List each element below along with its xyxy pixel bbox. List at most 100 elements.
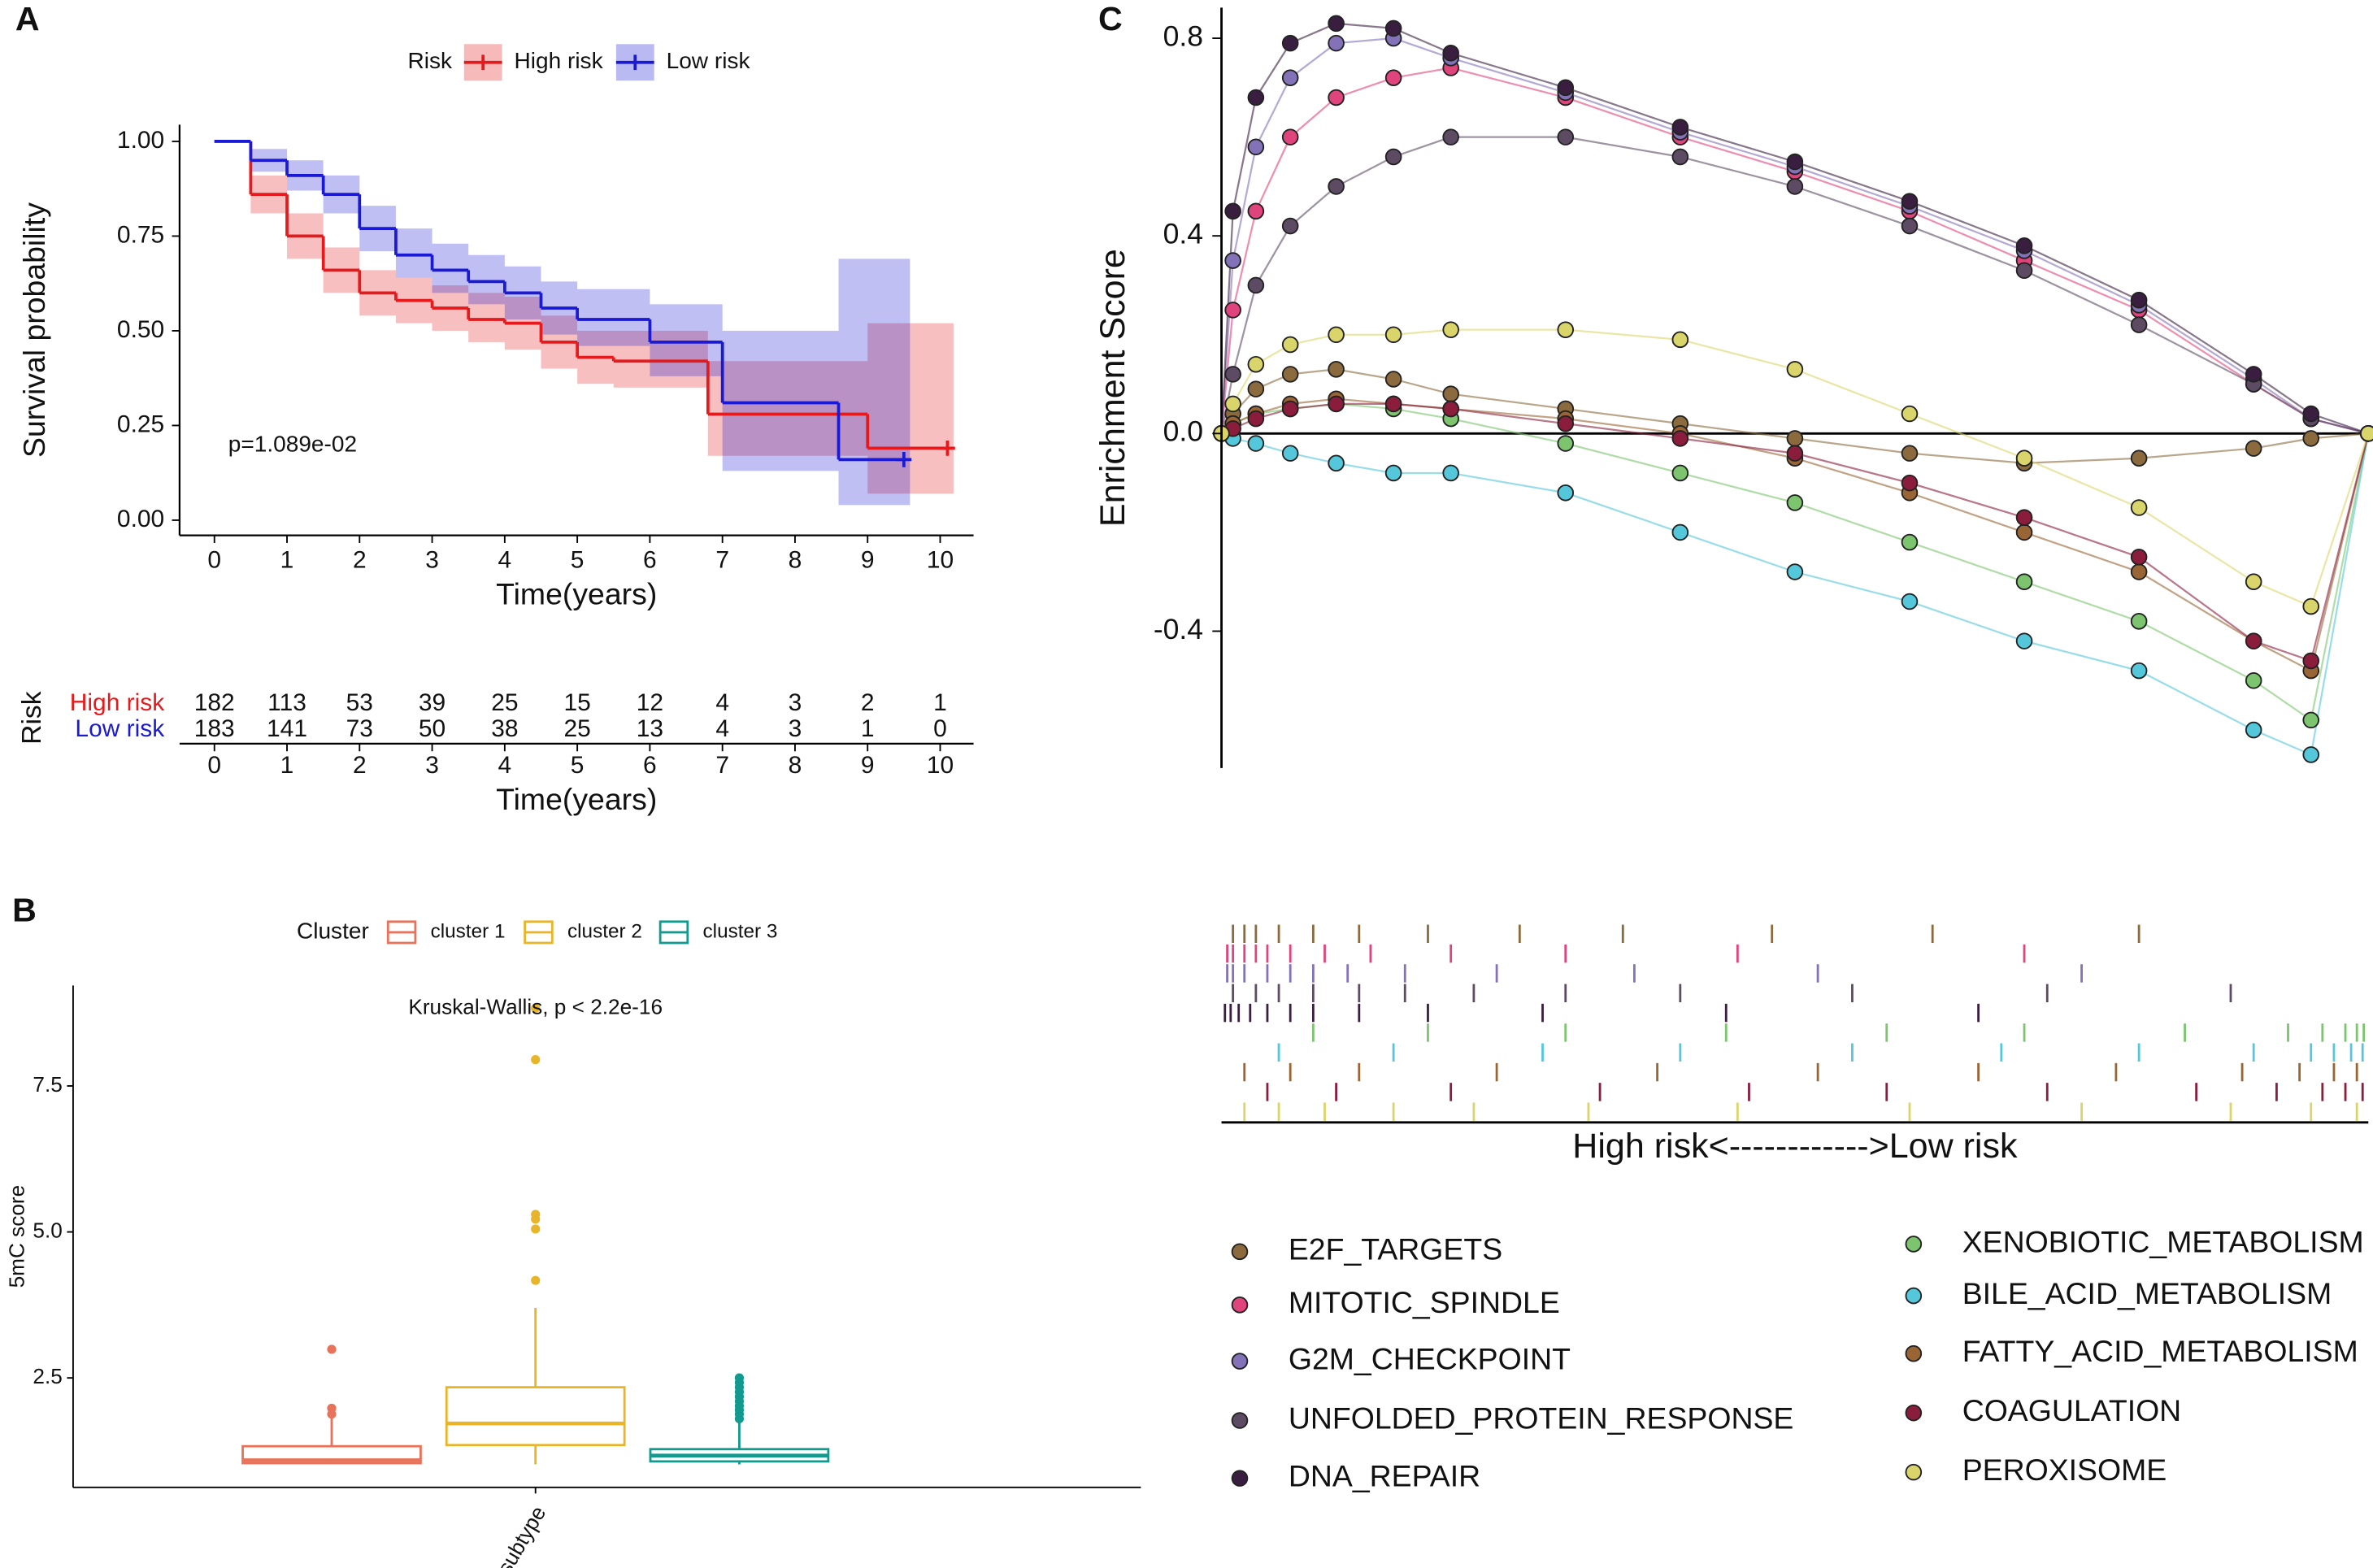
x-tick-label: 5	[571, 752, 585, 779]
ci-band	[650, 304, 723, 376]
legend-line	[615, 54, 654, 71]
risk-count: 13	[637, 715, 663, 742]
es-point	[1247, 202, 1265, 220]
es-point	[1328, 34, 1345, 52]
ci-band	[722, 330, 839, 471]
es-point	[1328, 361, 1345, 378]
risk-count: 38	[491, 715, 518, 742]
x-axis-title: Time(years)	[496, 782, 657, 816]
es-curve	[1220, 328, 2370, 608]
legend-label: FATTY_ACID_METABOLISM	[1962, 1334, 2358, 1368]
y-tick-label: 7.5	[33, 1072, 62, 1097]
y-tick-label: 1.00	[117, 127, 164, 154]
legend-label: E2F_TARGETS	[1289, 1232, 1502, 1266]
es-point	[1328, 178, 1345, 195]
es-point	[1281, 366, 1299, 383]
es-point	[1901, 533, 1919, 551]
x-tick-label: 3	[425, 546, 439, 573]
es-point	[2245, 440, 2262, 457]
es-point	[2130, 549, 2148, 566]
risk-count: 4	[715, 689, 729, 716]
panel-label: C	[1098, 0, 1123, 37]
es-point	[1671, 148, 1689, 166]
es-point	[1442, 400, 1459, 418]
es-curve	[1220, 368, 2369, 464]
risk-count: 3	[789, 715, 802, 742]
ci-band	[577, 289, 650, 346]
outlier	[531, 1210, 541, 1219]
es-point	[1671, 331, 1689, 349]
x-tick-label: 6	[643, 752, 657, 779]
ci-band	[903, 258, 911, 506]
box	[445, 1386, 626, 1447]
es-curve	[1220, 402, 2370, 722]
es-point	[1901, 405, 1919, 423]
es-point	[1281, 34, 1299, 52]
es-point	[1442, 128, 1459, 146]
outlier	[531, 1003, 541, 1014]
ci-band	[468, 254, 505, 305]
es-point	[1901, 474, 1919, 492]
y-tick-label: 0.50	[117, 316, 164, 343]
ci-band	[838, 258, 904, 506]
ci-band	[613, 330, 708, 388]
outlier	[531, 1055, 541, 1065]
es-point	[1384, 148, 1402, 166]
legend-label: DNA_REPAIR	[1289, 1458, 1480, 1492]
es-point	[1247, 435, 1265, 452]
outlier	[531, 1275, 541, 1285]
es-point	[1442, 464, 1459, 482]
es-point	[1384, 69, 1402, 86]
x-axis-title: High risk<------------>Low risk	[1572, 1127, 2018, 1166]
es-point	[1247, 138, 1265, 156]
risk-count: 15	[563, 689, 590, 716]
legend-marker	[1231, 1470, 1249, 1487]
es-point	[1901, 193, 1919, 210]
panel-label: B	[12, 891, 37, 928]
es-point	[2130, 316, 2148, 333]
x-tick-label: 0	[207, 752, 221, 779]
es-point	[1247, 276, 1265, 294]
es-point	[2302, 597, 2320, 615]
es-point	[1557, 321, 1575, 338]
es-point	[1224, 252, 1241, 269]
es-point	[1901, 445, 1919, 462]
risk-count: 73	[346, 715, 373, 742]
legend-label: cluster 3	[703, 920, 778, 942]
es-point	[1442, 321, 1459, 338]
risk-count: 0	[933, 715, 947, 742]
es-curve	[1220, 37, 2369, 435]
es-point	[2302, 405, 2320, 423]
es-point	[1281, 128, 1299, 146]
legend-label: Low risk	[667, 48, 751, 73]
outlier	[327, 1344, 337, 1354]
risk-count: 39	[419, 689, 445, 716]
risk-row-name: High risk	[70, 689, 164, 716]
risk-count: 50	[419, 715, 445, 742]
es-point	[1671, 430, 1689, 447]
es-point	[1786, 494, 1804, 511]
x-axis-title: Time(years)	[496, 576, 657, 610]
legend-label: MITOTIC_SPINDLE	[1289, 1285, 1560, 1319]
es-point	[1224, 366, 1241, 383]
es-point	[1557, 79, 1575, 97]
x-tick-label: 7	[715, 752, 729, 779]
risk-count: 141	[267, 715, 307, 742]
x-tick-label: 4	[498, 546, 512, 573]
risk-count: 182	[194, 689, 235, 716]
es-point	[1281, 400, 1299, 418]
es-curve	[1220, 22, 2369, 435]
censor-mark	[896, 452, 912, 467]
x-tick-label: 10	[927, 752, 954, 779]
es-point	[2130, 563, 2148, 580]
es-point	[1247, 355, 1265, 373]
es-point	[1247, 410, 1265, 428]
legend-label: UNFOLDED_PROTEIN_RESPONSE	[1289, 1401, 1794, 1435]
legend-label: cluster 1	[431, 920, 506, 942]
es-point	[1557, 128, 1575, 146]
es-point	[1281, 445, 1299, 462]
es-point	[1442, 385, 1459, 402]
es-point	[1786, 153, 1804, 171]
